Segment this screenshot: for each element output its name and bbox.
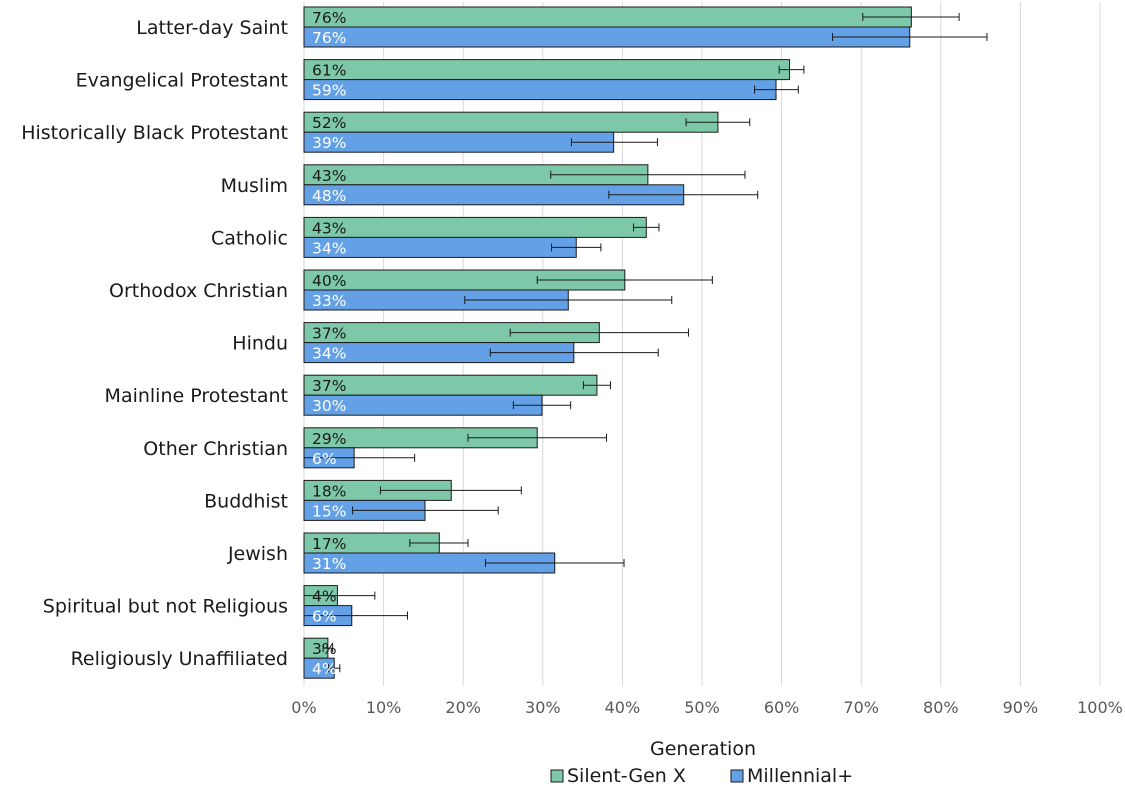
data-label: 29%	[312, 430, 346, 448]
data-label: 34%	[312, 345, 346, 363]
data-label: 59%	[312, 82, 346, 100]
x-tick-label: 60%	[764, 698, 800, 717]
category-label: Hindu	[232, 333, 288, 355]
x-tick-label: 20%	[445, 698, 481, 717]
legend-entry: Silent-Gen X	[567, 765, 686, 787]
data-label: 43%	[312, 219, 346, 237]
value-labels: 76% 61% 52% 43% 43% 40% 37% 37% 29% 18% 17% 4% 3% 76%…	[312, 9, 346, 678]
data-label: 48%	[312, 187, 346, 205]
data-label: 3%	[312, 640, 337, 658]
x-tick-label: 50%	[684, 698, 720, 717]
data-label: 15%	[312, 502, 346, 520]
bar	[303, 6, 912, 28]
x-tick-label: 80%	[923, 698, 959, 717]
data-label: 17%	[312, 535, 346, 553]
legend-swatch	[730, 769, 744, 783]
legend-title: Generation	[650, 738, 756, 760]
data-label: 34%	[312, 239, 346, 257]
category-label: Mainline Protestant	[105, 385, 288, 407]
data-label: 6%	[312, 608, 337, 626]
data-label: 4%	[312, 660, 337, 678]
category-label: Spiritual but not Religious	[43, 596, 288, 618]
bar	[303, 59, 791, 81]
data-label: 37%	[312, 377, 346, 395]
x-tick-label: 0%	[291, 698, 316, 717]
x-tick-label: 10%	[366, 698, 402, 717]
category-label: Other Christian	[143, 438, 288, 460]
category-label: Buddhist	[204, 490, 288, 512]
category-label: Orthodox Christian	[109, 280, 288, 302]
error-bars	[303, 13, 988, 673]
x-tick-label: 30%	[525, 698, 561, 717]
data-label: 39%	[312, 134, 346, 152]
bar	[303, 111, 719, 133]
legend: Silent-Gen X Millennial+	[550, 765, 853, 787]
data-label: 61%	[312, 62, 346, 80]
bar	[303, 374, 598, 396]
bar	[303, 79, 777, 101]
category-label: Jewish	[227, 543, 288, 565]
data-label: 76%	[312, 29, 346, 47]
x-tick-label: 70%	[843, 698, 879, 717]
x-tick-labels: 0% 10% 20% 30% 40% 50% 60% 70% 80% 90% 100%	[291, 698, 1123, 717]
category-label: Muslim	[221, 175, 288, 197]
bar	[303, 216, 647, 238]
category-labels: Latter-day Saint Evangelical Protestant Hi…	[21, 17, 288, 670]
data-label: 52%	[312, 114, 346, 132]
data-label: 30%	[312, 397, 346, 415]
data-label: 76%	[312, 9, 346, 27]
data-label: 40%	[312, 272, 346, 290]
category-label: Evangelical Protestant	[76, 70, 288, 92]
category-label: Historically Black Protestant	[21, 122, 288, 144]
category-label: Catholic	[211, 227, 288, 249]
data-label: 31%	[312, 555, 346, 573]
data-label: 6%	[312, 450, 337, 468]
legend-swatch	[550, 769, 564, 783]
data-label: 37%	[312, 325, 346, 343]
x-tick-label: 100%	[1077, 698, 1123, 717]
x-tick-label: 40%	[605, 698, 641, 717]
category-label: Religiously Unaffiliated	[71, 648, 288, 670]
data-label: 43%	[312, 167, 346, 185]
bar	[303, 26, 911, 48]
bars	[303, 6, 912, 679]
bar	[303, 131, 615, 153]
data-label: 18%	[312, 482, 346, 500]
category-label: Latter-day Saint	[136, 17, 288, 39]
x-tick-label: 90%	[1003, 698, 1039, 717]
data-label: 33%	[312, 292, 346, 310]
data-label: 4%	[312, 588, 337, 606]
legend-entry: Millennial+	[747, 765, 853, 787]
